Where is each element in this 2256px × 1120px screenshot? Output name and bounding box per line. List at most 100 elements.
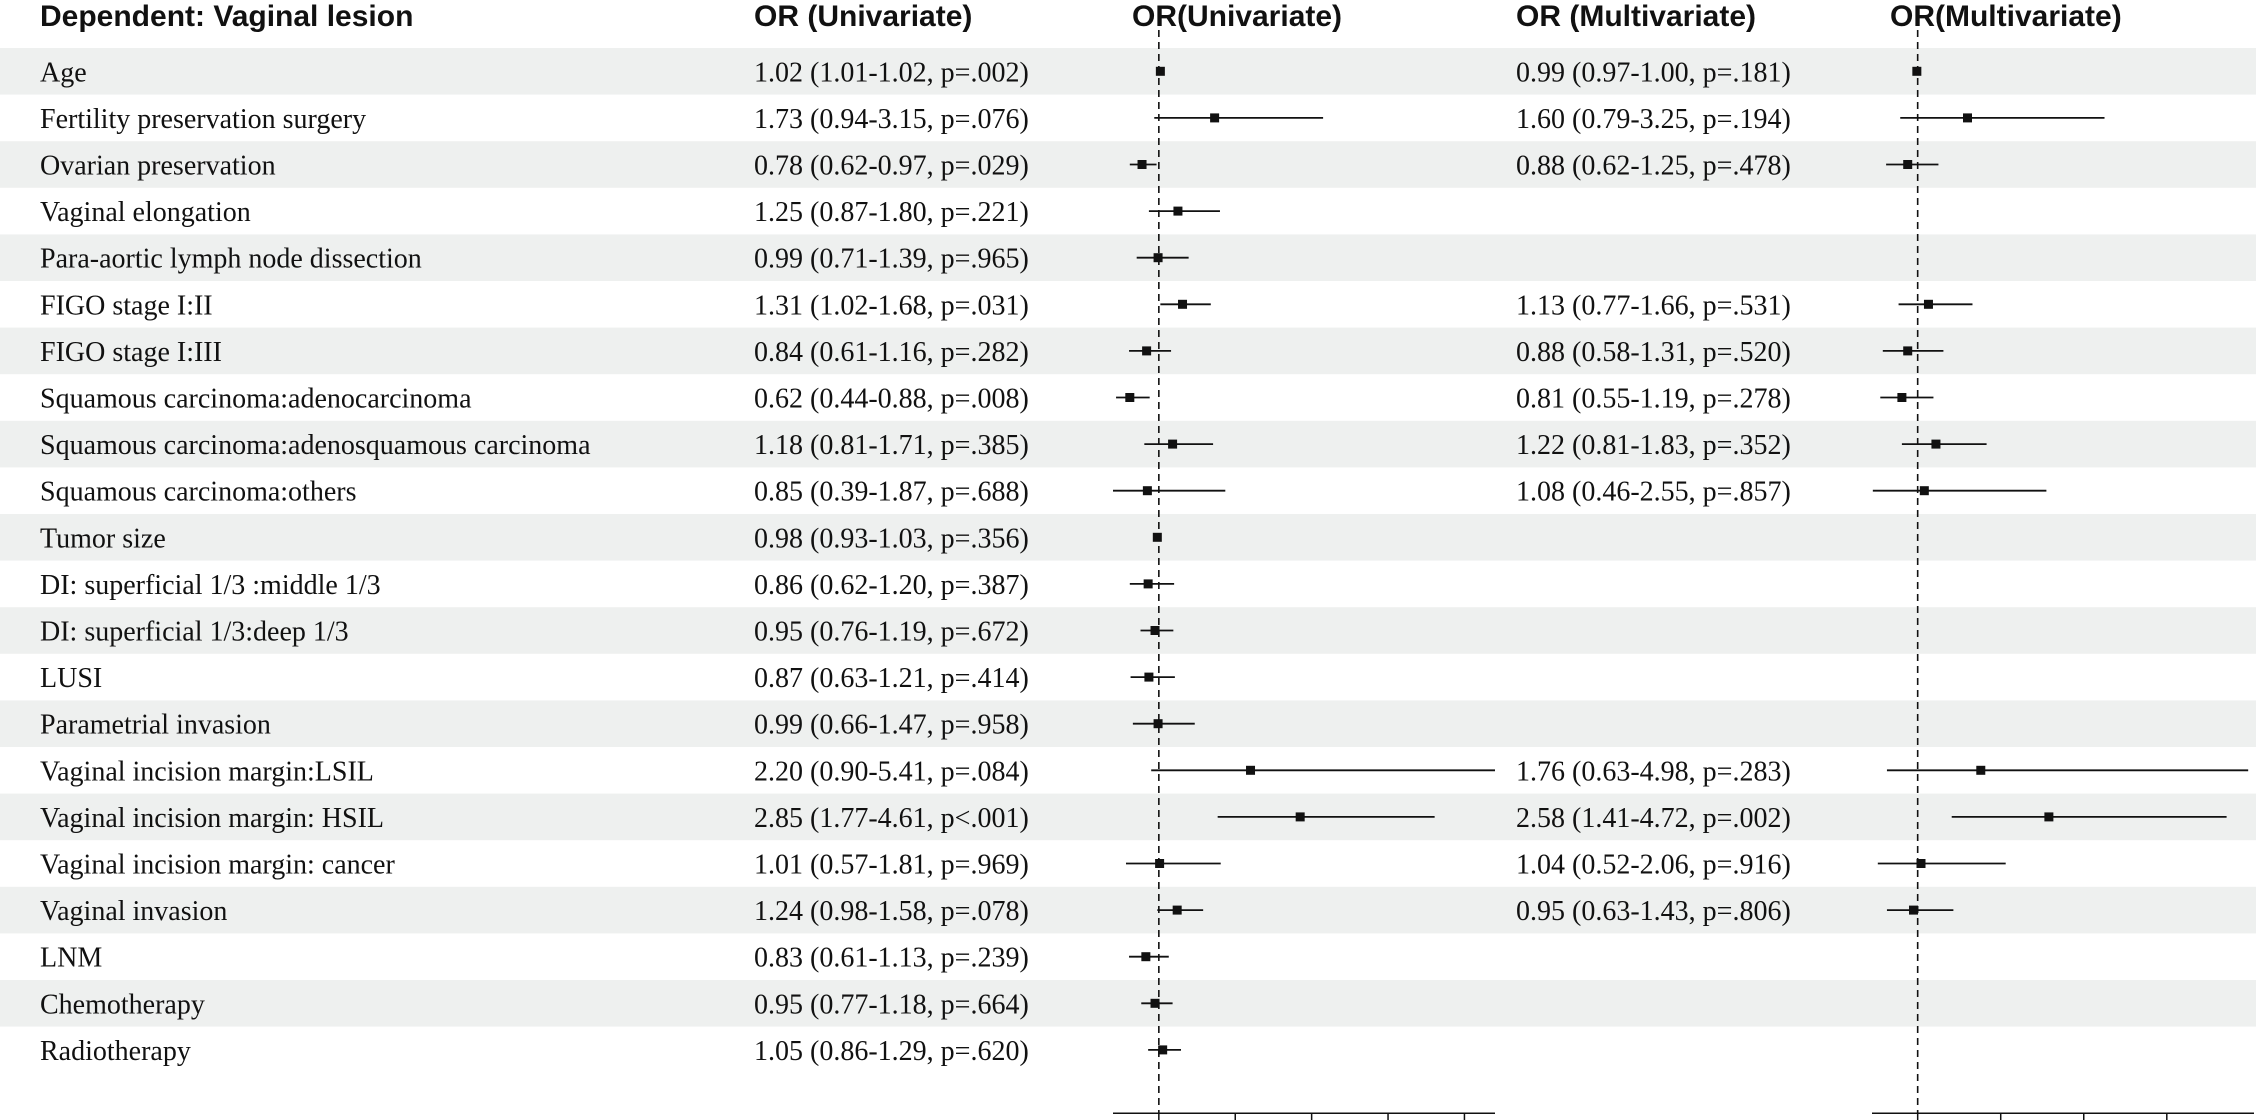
univariate-or-text: 0.62 (0.44-0.88, p=.008)	[754, 384, 1029, 415]
multivariate-or-text: 1.08 (0.46-2.55, p=.857)	[1516, 477, 1791, 508]
multivariate-or-text: 0.99 (0.97-1.00, p=.181)	[1516, 57, 1791, 88]
point-estimate	[1142, 486, 1152, 496]
point-estimate	[1137, 160, 1147, 169]
table-row: Squamous carcinoma:others 0.85 (0.39-1.87…	[40, 477, 1791, 508]
table-row: Squamous carcinoma:adenosquamous carcino…	[40, 430, 1791, 461]
univariate-or-text: 1.02 (1.01-1.02, p=.002)	[754, 57, 1029, 88]
table-row: Ovarian preservation 0.78 (0.62-0.97, p=.…	[40, 151, 1791, 182]
point-estimate	[1246, 765, 1256, 775]
row-label: Vaginal incision margin:LSIL	[40, 756, 374, 787]
univariate-or-text: 0.86 (0.62-1.20, p=.387)	[754, 570, 1029, 601]
point-estimate	[1903, 160, 1913, 169]
univariate-or-text: 1.01 (0.57-1.81, p=.969)	[754, 850, 1029, 881]
multivariate-text-header: OR (Multivariate)	[1516, 0, 1756, 33]
table-row: Vaginal incision margin:LSIL 2.20 (0.90-5…	[40, 756, 1791, 787]
point-estimate	[1295, 812, 1305, 822]
row-label: Squamous carcinoma:adenosquamous carcino…	[40, 430, 591, 461]
point-estimate	[1158, 1045, 1168, 1055]
row-stripe	[0, 886, 2256, 934]
point-estimate	[1144, 672, 1154, 682]
multivariate-or-text: 0.88 (0.58-1.31, p=.520)	[1516, 337, 1791, 368]
point-estimate	[1916, 859, 1926, 868]
table-row: Tumor size 0.98 (0.93-1.03, p=.356)	[40, 523, 1029, 554]
multivariate-plot-header: OR(Multivariate)	[1890, 0, 2122, 33]
table-row: Para-aortic lymph node dissection 0.99 (0…	[40, 244, 1029, 275]
table-row: Parametrial invasion 0.99 (0.66-1.47, p=.…	[40, 710, 1029, 741]
univariate-or-text: 0.87 (0.63-1.21, p=.414)	[754, 663, 1029, 694]
row-stripes	[0, 48, 2256, 1027]
univariate-or-text: 0.95 (0.77-1.18, p=.664)	[754, 989, 1029, 1020]
table-row: Squamous carcinoma:adenocarcinoma 0.62 (0…	[40, 384, 1791, 415]
univariate-or-text: 1.25 (0.87-1.80, p=.221)	[754, 197, 1029, 228]
point-estimate	[1153, 719, 1163, 729]
point-estimate	[1168, 439, 1178, 449]
row-label: Vaginal elongation	[40, 197, 251, 228]
univariate-or-text: 2.85 (1.77-4.61, p<.001)	[754, 803, 1029, 834]
point-estimate	[1897, 393, 1907, 402]
multivariate-or-text: 1.60 (0.79-3.25, p=.194)	[1516, 104, 1791, 135]
point-estimate	[2044, 812, 2054, 822]
point-estimate	[1141, 952, 1151, 962]
table-row: Chemotherapy 0.95 (0.77-1.18, p=.664)	[40, 989, 1029, 1020]
row-stripe	[0, 234, 2256, 281]
table-row: Vaginal elongation 1.25 (0.87-1.80, p=.22…	[40, 197, 1029, 228]
point-estimate	[1150, 626, 1160, 635]
point-estimate	[1125, 393, 1135, 402]
univariate-or-text: 2.20 (0.90-5.41, p=.084)	[754, 756, 1029, 787]
row-stripe	[0, 48, 2256, 95]
row-label: Vaginal incision margin: HSIL	[40, 803, 384, 834]
point-estimate	[1172, 905, 1182, 915]
univariate-or-text: 0.85 (0.39-1.87, p=.688)	[754, 477, 1029, 508]
univariate-or-text: 0.78 (0.62-0.97, p=.029)	[754, 151, 1029, 182]
point-estimate	[1963, 113, 1972, 123]
point-estimate	[1153, 253, 1163, 263]
univariate-or-text: 1.31 (1.02-1.68, p=.031)	[754, 290, 1029, 321]
row-stripe	[0, 607, 2256, 654]
row-label: Parametrial invasion	[40, 710, 271, 741]
table-row: DI: superficial 1/3:deep 1/3 0.95 (0.76-1…	[40, 617, 1029, 648]
row-stripe	[0, 141, 2256, 188]
table-row: Age 1.02 (1.01-1.02, p=.002) 0.99 (0.97-1.…	[40, 57, 1791, 88]
row-label: Para-aortic lymph node dissection	[40, 244, 422, 275]
point-estimate	[1912, 66, 1922, 76]
univariate-or-text: 0.84 (0.61-1.16, p=.282)	[754, 337, 1029, 368]
point-estimate	[1150, 998, 1160, 1008]
row-label: Tumor size	[40, 523, 166, 554]
multivariate-plot-panel: 1234	[1872, 30, 2254, 1120]
point-estimate	[1923, 299, 1933, 309]
row-label: FIGO stage I:II	[40, 290, 213, 321]
point-estimate	[1142, 346, 1152, 356]
univariate-or-text: 0.83 (0.61-1.13, p=.239)	[754, 943, 1029, 974]
table-row: DI: superficial 1/3 :middle 1/3 0.86 (0.6…	[40, 570, 1029, 601]
multivariate-or-text: 1.22 (0.81-1.83, p=.352)	[1516, 430, 1791, 461]
row-stripe	[0, 980, 2256, 1027]
row-label: DI: superficial 1/3 :middle 1/3	[40, 570, 381, 601]
row-stripe	[0, 514, 2256, 561]
multivariate-or-text: 0.95 (0.63-1.43, p=.806)	[1516, 896, 1791, 927]
row-label: Ovarian preservation	[40, 151, 276, 182]
univariate-or-text: 0.99 (0.66-1.47, p=.958)	[754, 710, 1029, 741]
univariate-or-text: 1.73 (0.94-3.15, p=.076)	[754, 104, 1029, 135]
row-stripe	[0, 793, 2256, 841]
table-row: FIGO stage I:III 0.84 (0.61-1.16, p=.282)…	[40, 337, 1791, 368]
univariate-or-text: 0.98 (0.93-1.03, p=.356)	[754, 523, 1029, 554]
row-label: FIGO stage I:III	[40, 337, 222, 368]
multivariate-or-text: 1.04 (0.52-2.06, p=.916)	[1516, 850, 1791, 881]
point-estimate	[1210, 113, 1220, 123]
row-stripe	[0, 420, 2256, 468]
point-estimate	[1155, 66, 1165, 76]
table-row: Radiotherapy 1.05 (0.86-1.29, p=.620)	[40, 1036, 1029, 1067]
point-estimate	[1903, 346, 1913, 356]
data-rows: Age 1.02 (1.01-1.02, p=.002) 0.99 (0.97-1.…	[40, 57, 1791, 1067]
row-label: Chemotherapy	[40, 989, 205, 1020]
point-estimate	[1919, 486, 1929, 496]
univariate-or-text: 1.05 (0.86-1.29, p=.620)	[754, 1036, 1029, 1067]
table-row: Vaginal incision margin: HSIL 2.85 (1.77-…	[40, 803, 1791, 834]
row-label: Radiotherapy	[40, 1036, 191, 1067]
point-estimate	[1152, 532, 1162, 542]
table-row: LUSI 0.87 (0.63-1.21, p=.414)	[40, 663, 1029, 694]
row-label: Squamous carcinoma:others	[40, 477, 356, 508]
table-row: Vaginal incision margin: cancer 1.01 (0.5…	[40, 850, 1791, 881]
univariate-or-text: 1.18 (0.81-1.71, p=.385)	[754, 430, 1029, 461]
